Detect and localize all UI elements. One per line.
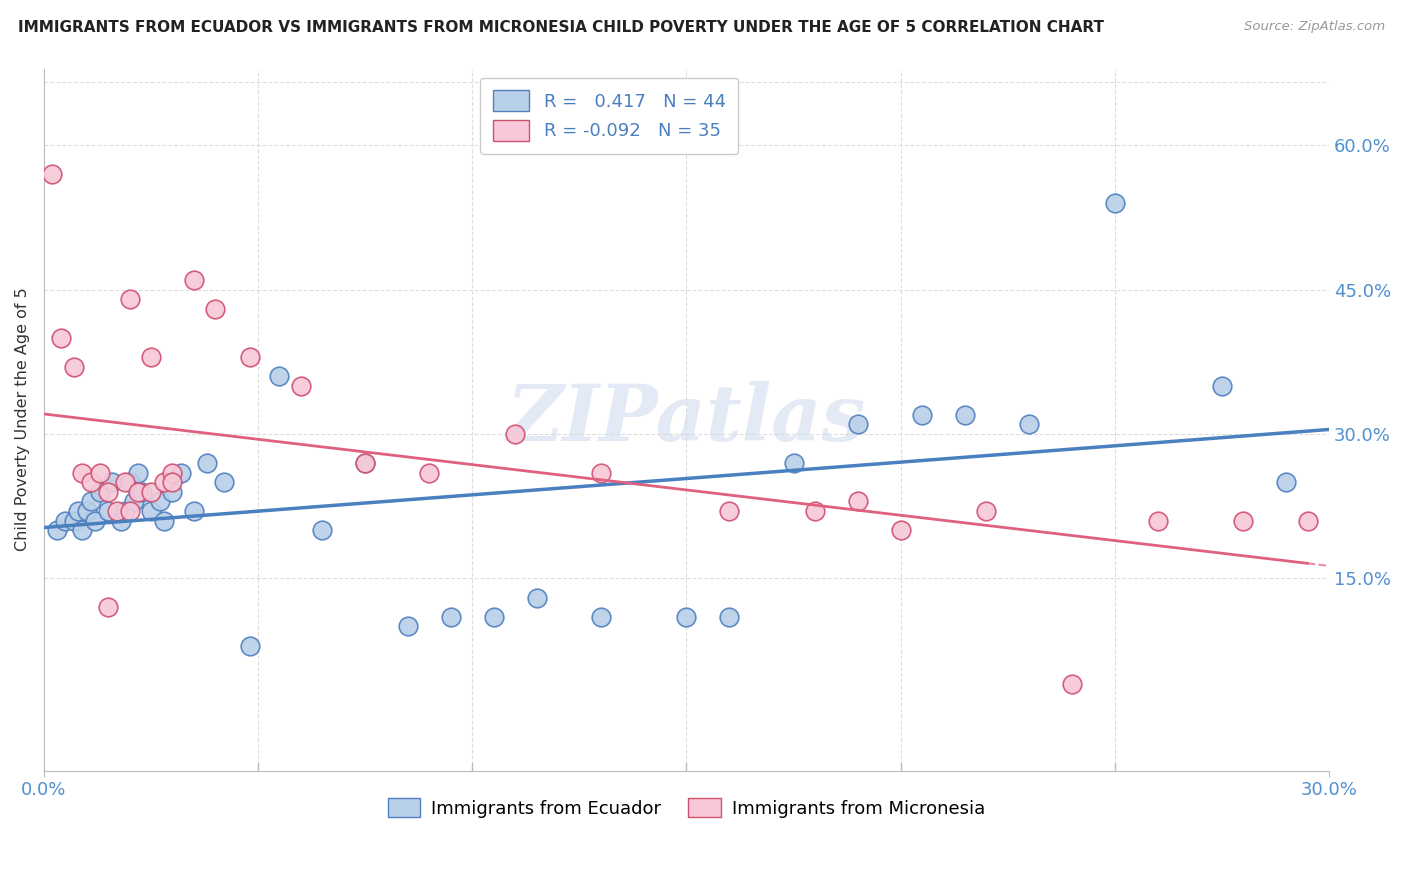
Point	[396, 619, 419, 633]
Text: Source: ZipAtlas.com: Source: ZipAtlas.com	[1244, 20, 1385, 33]
Point	[122, 494, 145, 508]
Point	[911, 408, 934, 422]
Point	[183, 273, 205, 287]
Point	[89, 484, 111, 499]
Point	[162, 484, 184, 499]
Point	[80, 475, 103, 490]
Point	[72, 523, 94, 537]
Point	[131, 484, 153, 499]
Point	[118, 293, 141, 307]
Point	[148, 494, 170, 508]
Point	[101, 475, 124, 490]
Point	[170, 466, 193, 480]
Point	[49, 331, 72, 345]
Point	[1060, 677, 1083, 691]
Point	[526, 591, 548, 605]
Point	[846, 417, 869, 432]
Point	[1146, 514, 1168, 528]
Y-axis label: Child Poverty Under the Age of 5: Child Poverty Under the Age of 5	[15, 288, 30, 551]
Point	[503, 427, 526, 442]
Point	[114, 475, 136, 490]
Point	[718, 504, 741, 518]
Point	[589, 609, 612, 624]
Point	[1296, 514, 1319, 528]
Point	[105, 504, 128, 518]
Point	[976, 504, 998, 518]
Point	[804, 504, 827, 518]
Point	[1104, 196, 1126, 211]
Point	[1232, 514, 1254, 528]
Point	[84, 514, 107, 528]
Point	[67, 504, 90, 518]
Point	[1275, 475, 1298, 490]
Point	[110, 514, 132, 528]
Point	[153, 514, 176, 528]
Point	[97, 600, 120, 615]
Point	[238, 639, 260, 653]
Point	[953, 408, 976, 422]
Point	[195, 456, 218, 470]
Point	[589, 466, 612, 480]
Point	[354, 456, 377, 470]
Point	[269, 369, 291, 384]
Point	[846, 494, 869, 508]
Point	[76, 504, 98, 518]
Point	[97, 504, 120, 518]
Point	[162, 466, 184, 480]
Text: IMMIGRANTS FROM ECUADOR VS IMMIGRANTS FROM MICRONESIA CHILD POVERTY UNDER THE AG: IMMIGRANTS FROM ECUADOR VS IMMIGRANTS FR…	[18, 20, 1104, 35]
Point	[440, 609, 463, 624]
Point	[718, 609, 741, 624]
Point	[80, 494, 103, 508]
Point	[127, 466, 149, 480]
Point	[97, 484, 120, 499]
Point	[311, 523, 333, 537]
Point	[41, 167, 63, 181]
Point	[183, 504, 205, 518]
Point	[63, 359, 86, 374]
Point	[72, 466, 94, 480]
Point	[238, 350, 260, 364]
Point	[204, 301, 226, 316]
Point	[89, 466, 111, 480]
Point	[118, 504, 141, 518]
Point	[782, 456, 804, 470]
Point	[1018, 417, 1040, 432]
Point	[139, 350, 162, 364]
Point	[53, 514, 76, 528]
Point	[890, 523, 912, 537]
Point	[1211, 379, 1233, 393]
Point	[139, 484, 162, 499]
Point	[482, 609, 505, 624]
Point	[139, 504, 162, 518]
Point	[162, 475, 184, 490]
Point	[354, 456, 377, 470]
Point	[418, 466, 440, 480]
Point	[127, 484, 149, 499]
Point	[45, 523, 67, 537]
Point	[153, 475, 176, 490]
Legend: Immigrants from Ecuador, Immigrants from Micronesia: Immigrants from Ecuador, Immigrants from…	[381, 791, 993, 825]
Point	[63, 514, 86, 528]
Point	[290, 379, 312, 393]
Point	[675, 609, 697, 624]
Text: ZIPatlas: ZIPatlas	[506, 382, 866, 458]
Point	[212, 475, 235, 490]
Point	[114, 504, 136, 518]
Point	[118, 475, 141, 490]
